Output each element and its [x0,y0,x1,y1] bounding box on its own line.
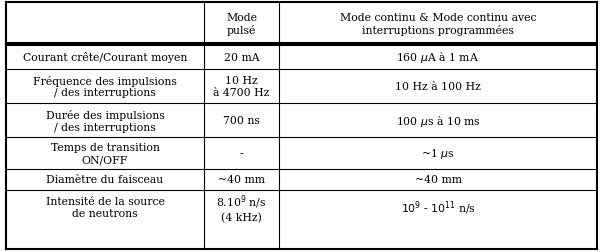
Text: 8.10$^9$ n/s
(4 kHz): 8.10$^9$ n/s (4 kHz) [216,193,267,222]
Text: 20 mA: 20 mA [224,53,259,63]
Text: Mode
pulsé: Mode pulsé [226,13,257,36]
Text: Intensité de la source
de neutrons: Intensité de la source de neutrons [46,197,165,218]
Text: ~40 mm: ~40 mm [414,175,461,185]
Text: 100 $\mu$s à 10 ms: 100 $\mu$s à 10 ms [396,113,481,128]
Text: ~40 mm: ~40 mm [218,175,265,185]
Text: Temps de transition
ON/OFF: Temps de transition ON/OFF [51,143,159,164]
Text: 160 $\mu$A à 1 mA: 160 $\mu$A à 1 mA [397,50,479,65]
Text: Durée des impulsions
/ des interruptions: Durée des impulsions / des interruptions [46,110,165,132]
Text: $10^9$ - $10^{11}$ n/s: $10^9$ - $10^{11}$ n/s [400,199,475,216]
Text: 700 ns: 700 ns [223,116,260,126]
Text: Mode continu & Mode continu avec
interruptions programmées: Mode continu & Mode continu avec interru… [339,13,536,36]
Text: 10 Hz
à 4700 Hz: 10 Hz à 4700 Hz [213,76,270,98]
Text: -: - [240,149,244,159]
Text: Fréquence des impulsions
/ des interruptions: Fréquence des impulsions / des interrupt… [33,76,177,98]
Text: Courant crête/Courant moyen: Courant crête/Courant moyen [23,52,187,63]
Text: ~1 $\mu$s: ~1 $\mu$s [421,147,455,161]
Text: Diamètre du faisceau: Diamètre du faisceau [46,175,163,185]
Text: 10 Hz à 100 Hz: 10 Hz à 100 Hz [395,82,481,92]
